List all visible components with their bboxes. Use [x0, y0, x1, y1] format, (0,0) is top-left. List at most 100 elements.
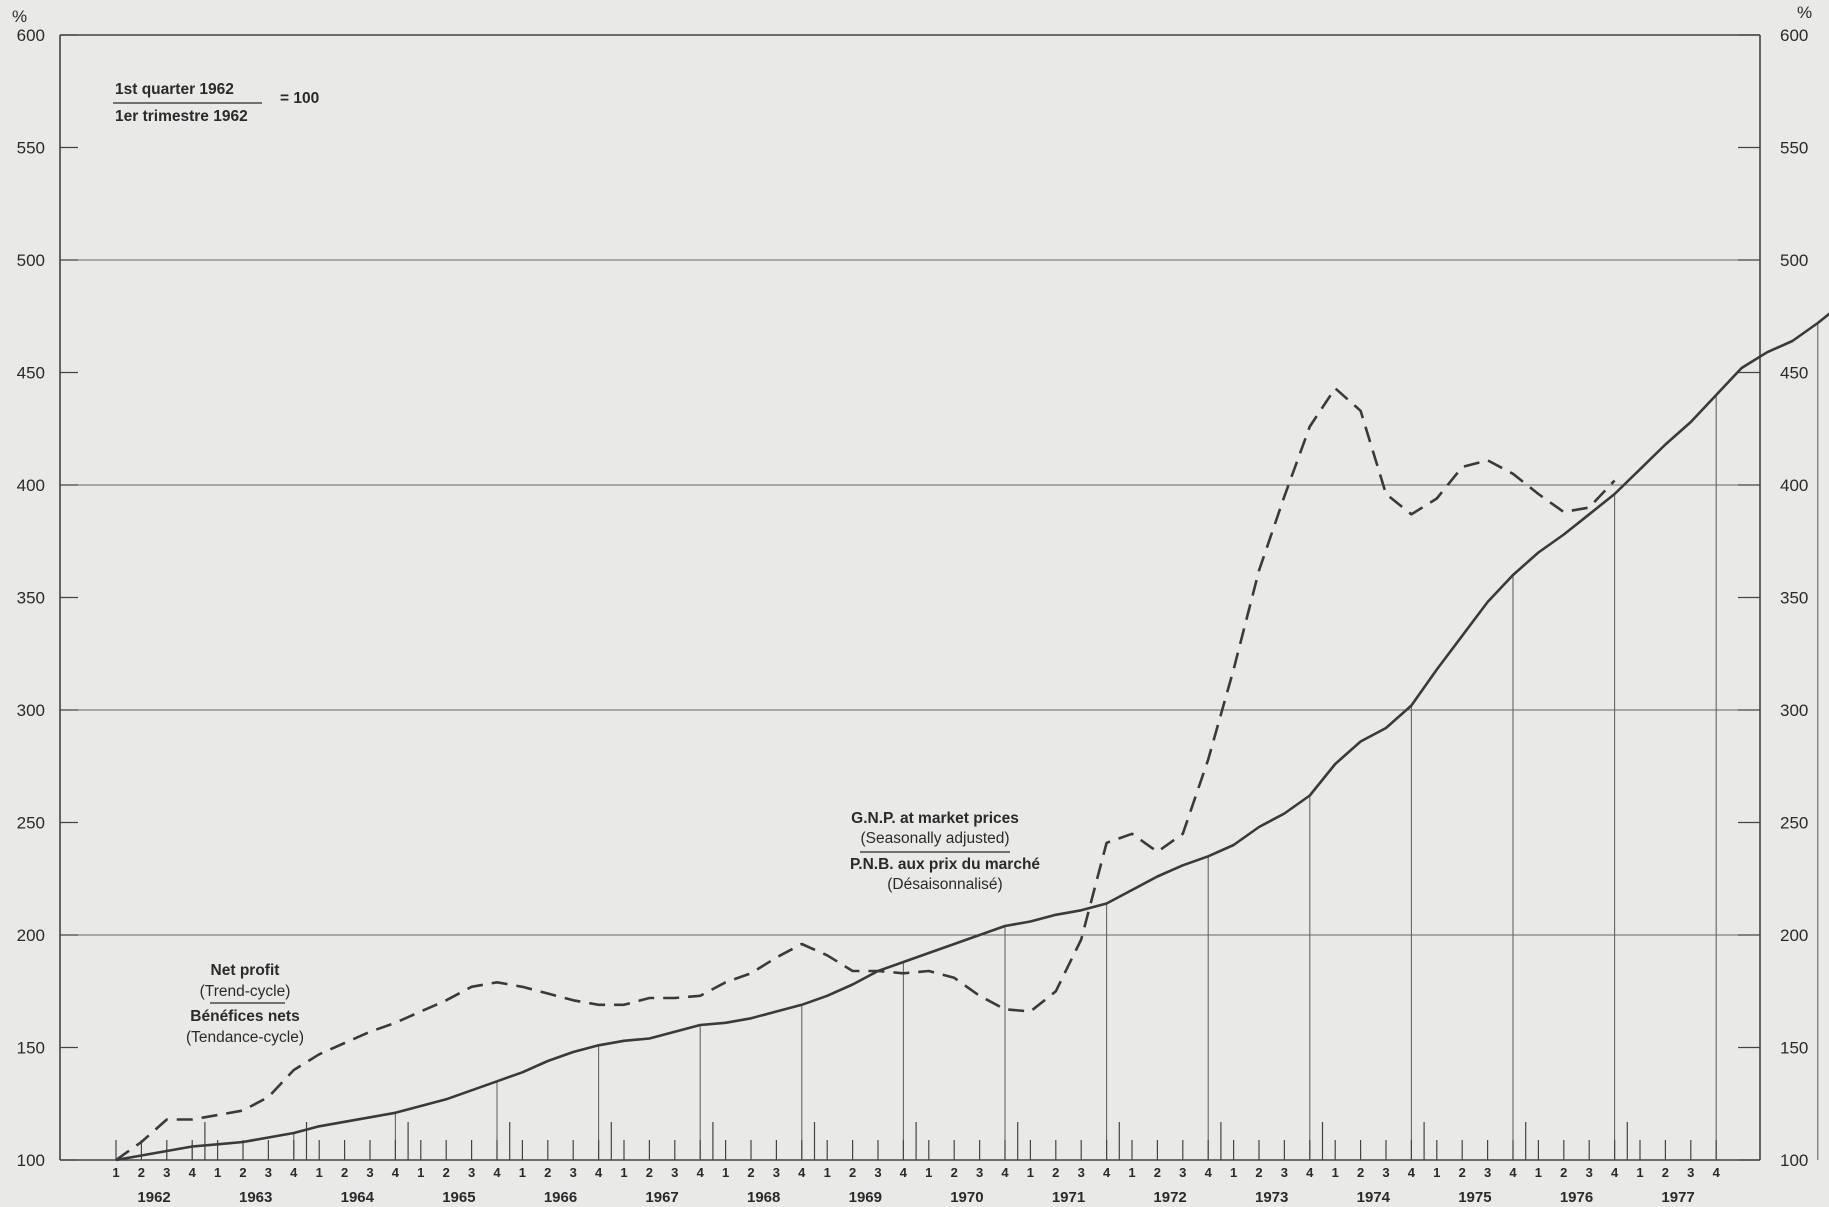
quarter-label: 3	[671, 1165, 678, 1180]
quarter-label: 4	[1713, 1165, 1721, 1180]
quarter-label: 3	[976, 1165, 983, 1180]
base-note: 1st quarter 1962 1er trimestre 1962 = 10…	[113, 81, 319, 125]
profit-annotation: Net profit (Trend-cycle) Bénéfices nets …	[186, 962, 304, 1046]
net-profit-series-line	[115, 386, 1616, 1162]
quarter-label: 1	[824, 1165, 831, 1180]
year-label: 1977	[1661, 1189, 1694, 1206]
quarter-label: 1	[214, 1165, 221, 1180]
right-axis-unit: %	[1797, 3, 1812, 22]
quarter-label: 3	[570, 1165, 577, 1180]
quarter-label: 3	[163, 1165, 170, 1180]
right-y-tick-label: 450	[1780, 364, 1808, 383]
quarter-label: 3	[265, 1165, 272, 1180]
right-y-tick-label: 500	[1780, 251, 1808, 270]
quarter-label: 2	[138, 1165, 145, 1180]
year-label: 1975	[1458, 1189, 1491, 1206]
right-y-tick-label: 400	[1780, 476, 1808, 495]
quarter-label: 1	[1433, 1165, 1440, 1180]
quarter-label: 4	[1205, 1165, 1213, 1180]
quarter-label: 3	[1281, 1165, 1288, 1180]
right-y-tick-label: 150	[1780, 1039, 1808, 1058]
year-label: 1970	[950, 1189, 983, 1206]
x-axis-group: 1 2 3 4 1962 1 2 3 4 1963 1 2 3 4 1964 1 2 3 4 1965 1 2 3 4 1966…	[112, 1122, 1721, 1206]
quarter-label: 2	[1662, 1165, 1669, 1180]
quarter-label: 1	[417, 1165, 424, 1180]
quarter-label: 2	[239, 1165, 246, 1180]
year-label: 1964	[341, 1189, 375, 1206]
quarter-label: 4	[290, 1165, 298, 1180]
year-label: 1971	[1052, 1189, 1085, 1206]
quarter-label: 4	[189, 1165, 197, 1180]
quarter-label: 2	[849, 1165, 856, 1180]
year-label: 1966	[544, 1189, 577, 1206]
quarter-label: 3	[874, 1165, 881, 1180]
left-y-tick-label: 600	[17, 26, 45, 45]
quarter-label: 4	[697, 1165, 705, 1180]
left-y-tick-label: 100	[17, 1151, 45, 1170]
quarter-label: 3	[1586, 1165, 1593, 1180]
quarter-label: 1	[519, 1165, 526, 1180]
gnp-label-fr: P.N.B. aux prix du marché	[850, 856, 1040, 873]
year-label: 1965	[442, 1189, 475, 1206]
quarter-label: 1	[316, 1165, 323, 1180]
quarter-label: 3	[366, 1165, 373, 1180]
base-note-top: 1st quarter 1962	[115, 81, 234, 98]
quarter-label: 3	[773, 1165, 780, 1180]
profit-sublabel-en: (Trend-cycle)	[200, 983, 291, 1000]
right-y-tick-label: 350	[1780, 589, 1808, 608]
right-y-tick-label: 550	[1780, 139, 1808, 158]
quarter-label: 2	[1357, 1165, 1364, 1180]
quarter-label: 2	[1459, 1165, 1466, 1180]
profit-sublabel-fr: (Tendance-cycle)	[186, 1029, 304, 1046]
quarter-label: 2	[1052, 1165, 1059, 1180]
gnp-annotation: G.N.P. at market prices (Seasonally adju…	[850, 810, 1040, 893]
quarter-label: 3	[1484, 1165, 1491, 1180]
quarter-label: 1	[620, 1165, 627, 1180]
left-axis-group: 100 150 200 250 300 350 400 450 500 550 600	[17, 26, 78, 1170]
left-y-tick-label: 200	[17, 926, 45, 945]
quarter-label: 4	[595, 1165, 603, 1180]
left-y-tick-label: 550	[17, 139, 45, 158]
quarter-label: 2	[1154, 1165, 1161, 1180]
year-label: 1968	[747, 1189, 780, 1206]
year-label: 1967	[645, 1189, 678, 1206]
year-label: 1972	[1153, 1189, 1186, 1206]
series-group	[115, 312, 1829, 1162]
quarter-label: 2	[951, 1165, 958, 1180]
quarter-label: 4	[493, 1165, 501, 1180]
quarter-label: 3	[1078, 1165, 1085, 1180]
year-label: 1969	[849, 1189, 882, 1206]
profit-label-en: Net profit	[211, 962, 280, 979]
quarter-label: 4	[798, 1165, 806, 1180]
right-y-tick-label: 300	[1780, 701, 1808, 720]
right-y-tick-label: 200	[1780, 926, 1808, 945]
right-y-tick-label: 100	[1780, 1151, 1808, 1170]
left-y-tick-label: 450	[17, 364, 45, 383]
quarter-label: 4	[1611, 1165, 1619, 1180]
left-y-tick-label: 350	[17, 589, 45, 608]
left-y-tick-label: 300	[17, 701, 45, 720]
quarter-label: 3	[1687, 1165, 1694, 1180]
gnp-sublabel-en: (Seasonally adjusted)	[860, 830, 1009, 847]
profit-label-fr: Bénéfices nets	[190, 1008, 299, 1025]
quarter-label: 2	[1255, 1165, 1262, 1180]
year-label: 1974	[1357, 1189, 1391, 1206]
quarter-label: 4	[1001, 1165, 1009, 1180]
quarter-label: 3	[1179, 1165, 1186, 1180]
gnp-sublabel-fr: (Désaisonnalisé)	[887, 876, 1002, 893]
quarter-label: 2	[544, 1165, 551, 1180]
left-axis-unit: %	[12, 7, 27, 26]
grid-group	[59, 34, 1819, 1161]
quarter-label: 3	[468, 1165, 475, 1180]
quarter-label: 1	[112, 1165, 119, 1180]
year-label: 1973	[1255, 1189, 1288, 1206]
gnp-label-en: G.N.P. at market prices	[851, 810, 1019, 827]
quarter-label: 4	[1306, 1165, 1314, 1180]
quarter-label: 4	[392, 1165, 400, 1180]
quarter-label: 1	[1128, 1165, 1135, 1180]
right-y-tick-label: 600	[1780, 26, 1808, 45]
quarter-label: 2	[747, 1165, 754, 1180]
right-y-tick-label: 250	[1780, 814, 1808, 833]
right-axis-group: 100 150 200 250 300 350 400 450 500 550 600	[1738, 26, 1808, 1170]
